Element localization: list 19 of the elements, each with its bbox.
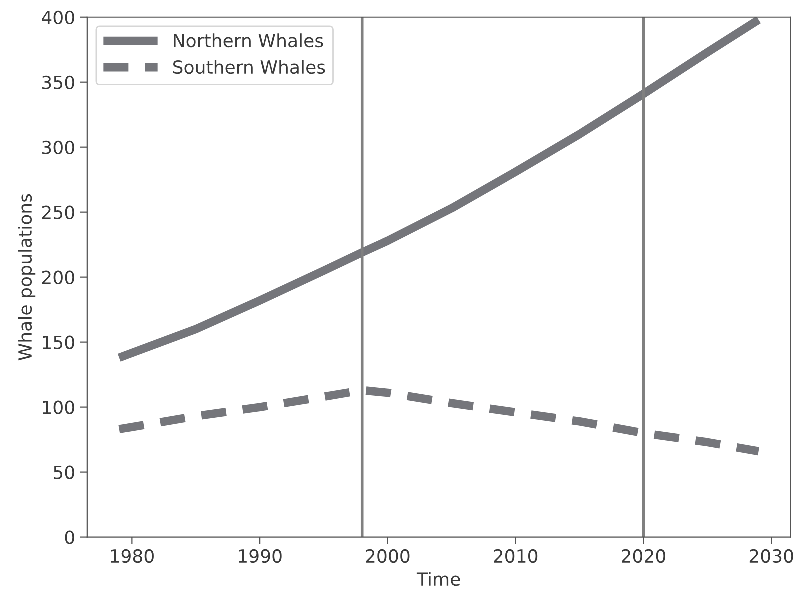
x-tick-label: 2010 (494, 549, 538, 564)
x-tick-label: 2000 (366, 549, 410, 564)
y-tick-label: 200 (42, 270, 74, 284)
y-tick-label: 300 (42, 140, 74, 154)
x-tick-label: 1990 (239, 549, 282, 564)
legend-label: Northern Whales (174, 34, 324, 48)
y-tick-label: 50 (54, 466, 74, 480)
y-tick-label: 100 (43, 400, 74, 414)
y-axis-title: Whale populations (18, 194, 36, 361)
y-tick-label: 0 (65, 530, 74, 544)
x-axis-title: Time (416, 572, 460, 586)
x-tick-label: 2020 (622, 549, 666, 564)
x-tick-label: 2030 (750, 549, 794, 564)
y-tick-label: 250 (42, 206, 74, 220)
y-tick-label: 150 (43, 336, 74, 350)
y-tick-label: 350 (42, 76, 74, 90)
x-tick-label: 1980 (111, 549, 154, 564)
y-tick-label: 400 (42, 10, 74, 24)
legend-label: Southern Whales (173, 60, 326, 74)
